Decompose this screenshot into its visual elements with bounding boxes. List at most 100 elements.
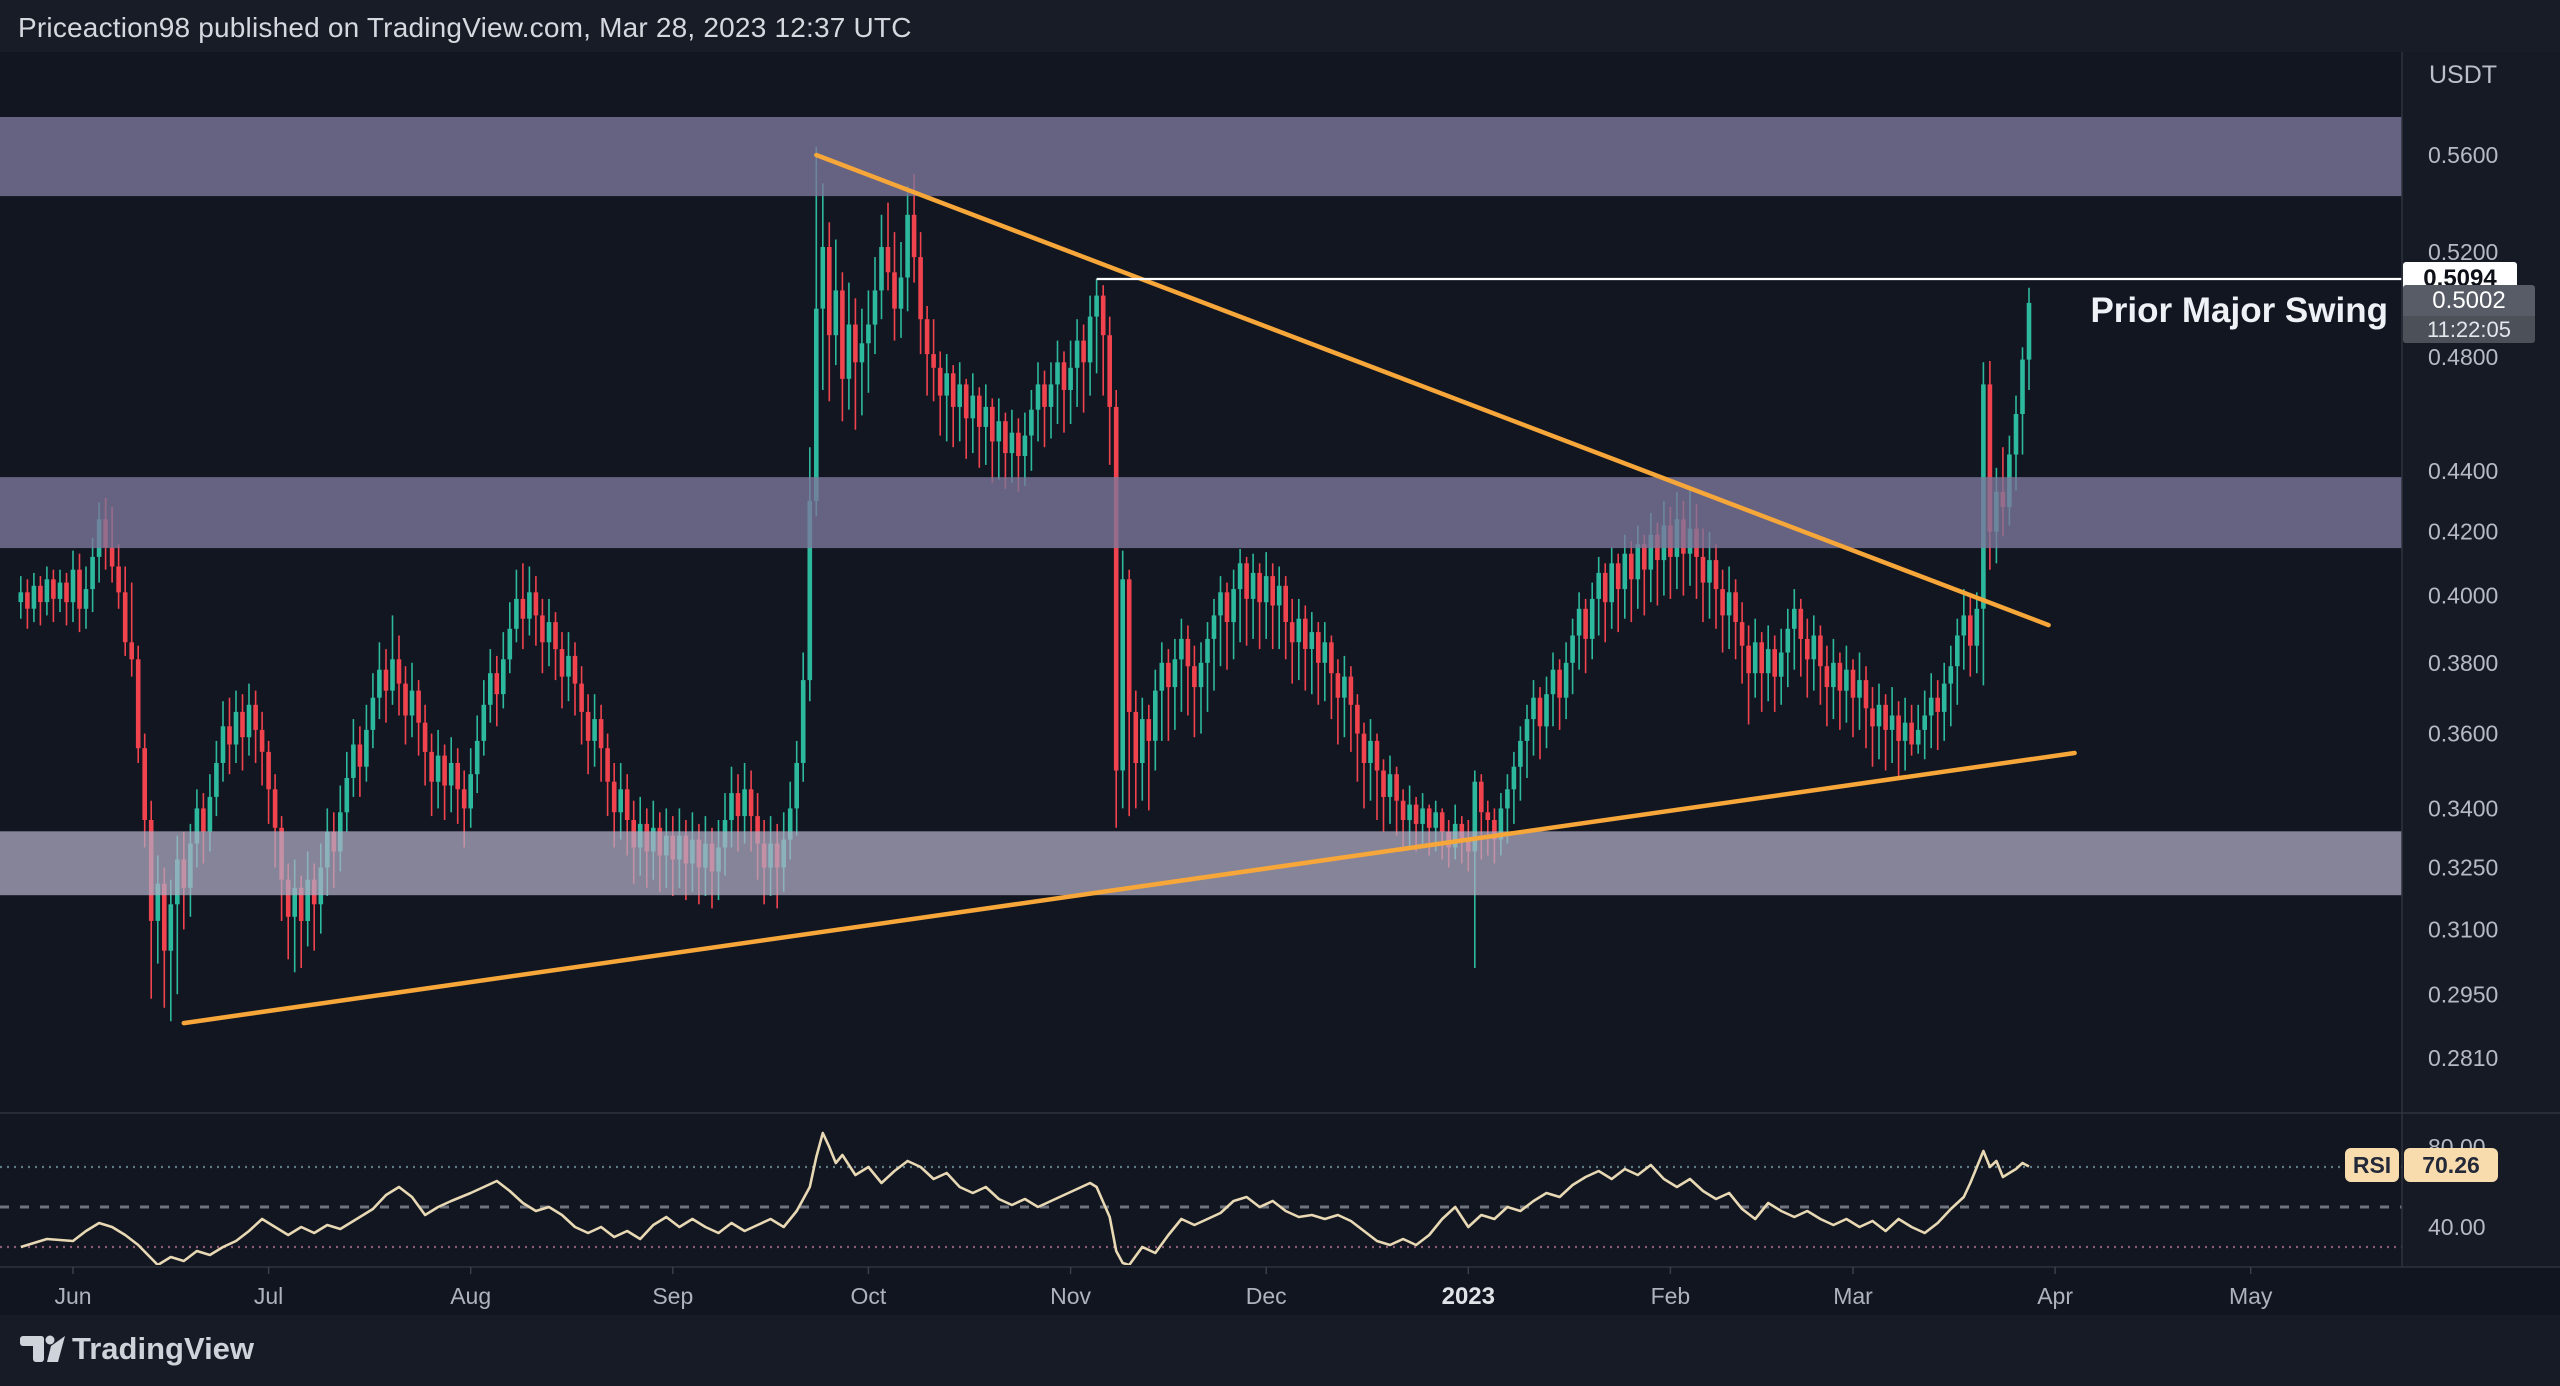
- candle-down: [1224, 592, 1230, 622]
- candle-down: [1289, 622, 1295, 643]
- candle-down: [416, 690, 421, 723]
- candle-up: [501, 659, 506, 695]
- candle-up: [57, 582, 63, 599]
- candle-up: [31, 585, 37, 609]
- candle-down: [422, 722, 428, 752]
- candle-down: [272, 789, 278, 828]
- candle-up: [246, 704, 252, 738]
- candle-down: [494, 673, 500, 695]
- candle-up: [1609, 563, 1614, 603]
- candle-down: [1133, 711, 1139, 763]
- candle-down: [1426, 808, 1432, 828]
- time-axis-label: Mar: [1833, 1283, 1873, 1309]
- tradingview-wordmark[interactable]: TradingView: [72, 1331, 255, 1366]
- candle-up: [1296, 618, 1302, 643]
- candle-down: [442, 755, 447, 786]
- descending-resistance-trendline[interactable]: [814, 152, 2051, 628]
- candle-up: [1576, 608, 1582, 636]
- candle-down: [1303, 618, 1308, 649]
- candle-up: [168, 904, 174, 951]
- candle-down: [1270, 576, 1275, 606]
- candle-up: [1596, 572, 1601, 599]
- candle-down: [540, 615, 545, 643]
- candle-up: [944, 373, 949, 396]
- candle-up: [1179, 638, 1184, 660]
- candle-down: [240, 711, 245, 738]
- last-price-tag: 0.5002 11:22:05: [2403, 284, 2535, 343]
- candle-down: [1746, 645, 1751, 674]
- candle-up: [1844, 669, 1849, 691]
- candle-down: [1381, 770, 1386, 797]
- candle-down: [253, 704, 258, 730]
- candle-up: [194, 808, 200, 844]
- candle-down: [201, 808, 206, 832]
- candle-down: [735, 793, 741, 817]
- chart-background: [0, 52, 2560, 1267]
- candle-down: [1896, 715, 1901, 741]
- candle-up: [1955, 635, 1960, 667]
- candle-up: [820, 247, 826, 309]
- time-scale[interactable]: Jun Jul Aug Sep Oct Nov Dec 2023 Feb Mar Apr May: [54, 1267, 2273, 1310]
- candle-down: [461, 789, 467, 809]
- candle-down: [266, 751, 271, 790]
- candle-up: [1205, 638, 1210, 663]
- candle-up: [1544, 694, 1549, 727]
- time-axis-label: Apr: [2037, 1283, 2073, 1309]
- candle-up: [1055, 362, 1060, 385]
- candle-down: [122, 592, 128, 643]
- candle-up: [468, 774, 473, 809]
- candle-down: [1439, 812, 1445, 832]
- candle-down: [755, 816, 760, 844]
- candle-down: [918, 257, 923, 320]
- candle-up: [618, 789, 623, 813]
- candle-down: [840, 290, 845, 379]
- price-scale-background[interactable]: [2402, 52, 2560, 1267]
- candle-up: [1387, 774, 1393, 797]
- candle-up: [1765, 649, 1771, 674]
- candle-down: [1107, 335, 1112, 407]
- candle-up: [983, 406, 989, 427]
- candle-down: [1615, 563, 1621, 590]
- time-axis-label: Jul: [254, 1283, 283, 1309]
- candle-up: [1792, 608, 1797, 629]
- candle-up: [1961, 615, 1967, 636]
- candle-up: [1948, 666, 1954, 684]
- price-scale[interactable]: 0.5600 0.5200 0.4800 0.4400 0.4200 0.4000 0.38…: [2428, 142, 2498, 1071]
- tradingview-logo[interactable]: [20, 1329, 66, 1369]
- candle-up: [566, 655, 571, 677]
- candle-up: [44, 579, 50, 603]
- candle-up: [1035, 384, 1041, 410]
- candle-countdown: 11:22:05: [2403, 315, 2535, 343]
- support-resistance-band[interactable]: [0, 831, 2402, 896]
- price-axis-label: 0.4800: [2428, 344, 2498, 370]
- candle-up: [448, 763, 454, 786]
- time-scale-background[interactable]: [0, 1267, 2560, 1315]
- candle-down: [1537, 697, 1543, 727]
- price-axis-label: 0.3600: [2428, 721, 2498, 747]
- candle-up: [527, 592, 532, 619]
- candle-down: [1759, 642, 1764, 674]
- candle-down: [1113, 406, 1119, 771]
- support-resistance-band[interactable]: [0, 477, 2402, 549]
- candle-up: [1094, 295, 1099, 317]
- price-axis-label: 0.3800: [2428, 650, 2498, 676]
- candle-down: [38, 585, 43, 603]
- candle-up: [1087, 316, 1093, 363]
- ascending-support-trendline[interactable]: [181, 750, 2077, 1026]
- candle-down: [1850, 669, 1856, 698]
- candle-down: [298, 887, 304, 921]
- time-axis-label: Aug: [450, 1283, 491, 1309]
- candle-up: [905, 214, 910, 278]
- candle-down: [1968, 615, 1973, 646]
- candle-down: [931, 354, 936, 368]
- support-resistance-band[interactable]: [0, 117, 2402, 197]
- candle-up: [1974, 608, 1980, 646]
- candle-up: [1550, 669, 1556, 695]
- candle-down: [1394, 774, 1399, 801]
- candle-down: [1557, 669, 1562, 698]
- candle-down: [1837, 662, 1843, 691]
- candle-down: [429, 751, 434, 782]
- candle-up: [1531, 697, 1536, 720]
